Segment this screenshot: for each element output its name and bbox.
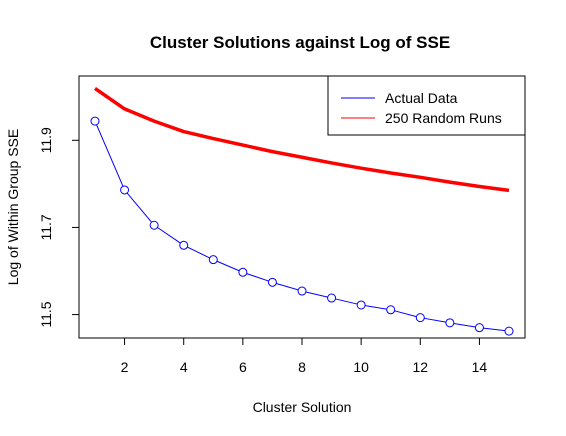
data-point-actual-data (445, 318, 455, 328)
data-point-actual-data (179, 240, 189, 250)
x-axis-label: Cluster Solution (253, 399, 352, 415)
data-point-actual-data (120, 185, 130, 195)
series-line-random-runs (94, 86, 510, 193)
data-point-actual-data (415, 313, 425, 323)
data-point-actual-data (267, 277, 277, 287)
legend-box (327, 75, 526, 136)
data-point-actual-data (297, 286, 307, 296)
series-segment-actual-data (483, 327, 506, 332)
data-point-actual-data (208, 255, 218, 265)
series-segment-actual-data (335, 298, 358, 305)
data-point-actual-data (327, 293, 337, 303)
x-tick-label: 10 (353, 359, 369, 375)
x-tick-label: 14 (472, 359, 488, 375)
y-tick-label: 11.5 (38, 301, 54, 327)
series-segment-actual-data (96, 124, 124, 187)
data-point-actual-data (90, 116, 100, 126)
data-point-actual-data (238, 267, 248, 277)
legend-label-random: 250 Random Runs (385, 110, 502, 126)
series-segment-actual-data (157, 227, 181, 244)
x-tick-label: 12 (412, 359, 428, 375)
y-axis-label: Log of Within Group SSE (5, 129, 21, 285)
series-segment-actual-data (276, 282, 299, 291)
series-segment-actual-data (453, 322, 476, 328)
series-segment-actual-data (187, 246, 210, 259)
series-segment-actual-data (424, 317, 447, 323)
chart-title: Cluster Solutions against Log of SSE (150, 33, 450, 52)
x-axis: 2 4 6 8 10 12 14 (121, 337, 488, 375)
x-tick-label: 4 (180, 359, 188, 375)
y-axis: 11.5 11.7 11.9 (38, 127, 79, 328)
y-tick-label: 11.7 (38, 214, 54, 240)
series-segment-actual-data (246, 273, 269, 282)
data-point-actual-data (356, 300, 366, 310)
data-point-actual-data (474, 323, 484, 333)
series-segment-actual-data (216, 260, 240, 272)
legend: Actual Data 250 Random Runs (327, 75, 526, 136)
y-tick-label: 11.9 (38, 127, 54, 153)
series-segment-actual-data (305, 291, 328, 298)
series-layer (90, 86, 514, 336)
x-tick-label: 6 (239, 359, 247, 375)
data-point-actual-data (504, 326, 514, 336)
data-point-actual-data (386, 305, 396, 315)
x-tick-label: 2 (121, 359, 129, 375)
series-segment-actual-data (365, 305, 387, 310)
legend-label-actual: Actual Data (385, 90, 458, 106)
series-segment-actual-data (394, 310, 417, 318)
series-segment-actual-data (126, 192, 152, 223)
data-point-actual-data (149, 220, 159, 230)
x-tick-label: 8 (298, 359, 306, 375)
